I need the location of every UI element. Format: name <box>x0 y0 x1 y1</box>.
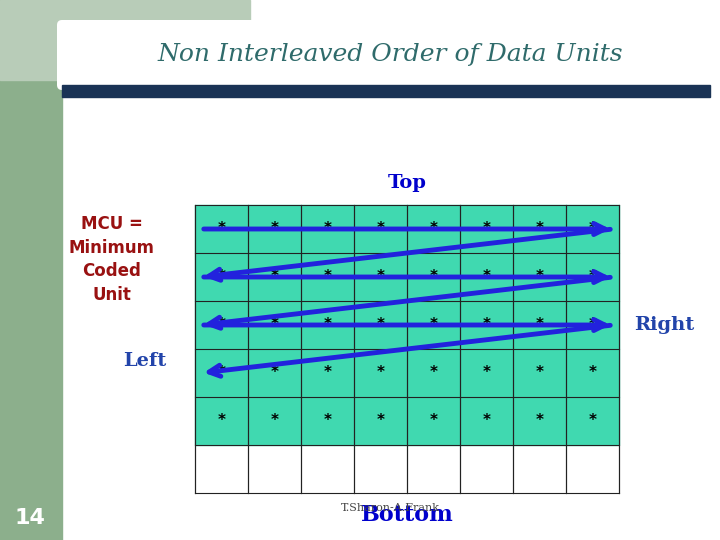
Text: *: * <box>482 366 490 381</box>
Text: *: * <box>323 318 331 333</box>
Text: *: * <box>536 414 544 429</box>
Bar <box>0 0 62 540</box>
Text: *: * <box>217 366 225 381</box>
Text: *: * <box>271 318 279 333</box>
Text: *: * <box>217 318 225 333</box>
Text: *: * <box>536 221 544 237</box>
Text: *: * <box>588 366 596 381</box>
Text: *: * <box>377 318 384 333</box>
Text: *: * <box>271 269 279 285</box>
Text: *: * <box>377 414 384 429</box>
Text: T.Sharon-A.Frank: T.Sharon-A.Frank <box>341 503 439 513</box>
FancyBboxPatch shape <box>57 20 715 90</box>
Bar <box>195 205 619 445</box>
Text: *: * <box>377 269 384 285</box>
Text: MCU =
Minimum
Coded
Unit: MCU = Minimum Coded Unit <box>69 215 155 304</box>
Text: *: * <box>588 414 596 429</box>
Text: *: * <box>430 269 438 285</box>
Text: Left: Left <box>123 352 166 370</box>
Text: *: * <box>217 414 225 429</box>
Text: 14: 14 <box>14 508 45 528</box>
Bar <box>0 0 250 80</box>
Text: *: * <box>482 221 490 237</box>
Text: *: * <box>536 366 544 381</box>
Text: *: * <box>323 414 331 429</box>
Text: *: * <box>377 366 384 381</box>
Bar <box>62 85 710 97</box>
Text: Bottom: Bottom <box>361 504 454 526</box>
Text: *: * <box>271 414 279 429</box>
Text: *: * <box>271 366 279 381</box>
Text: *: * <box>377 221 384 237</box>
Text: *: * <box>588 269 596 285</box>
Text: *: * <box>536 318 544 333</box>
Text: *: * <box>323 366 331 381</box>
Text: Top: Top <box>387 174 426 192</box>
Text: *: * <box>588 318 596 333</box>
Text: *: * <box>482 318 490 333</box>
Text: *: * <box>217 269 225 285</box>
Text: *: * <box>588 221 596 237</box>
Text: *: * <box>482 414 490 429</box>
Text: *: * <box>323 269 331 285</box>
Text: *: * <box>323 221 331 237</box>
Text: Right: Right <box>634 316 694 334</box>
Text: *: * <box>430 318 438 333</box>
Text: *: * <box>430 414 438 429</box>
Text: Non Interleaved Order of Data Units: Non Interleaved Order of Data Units <box>157 44 623 66</box>
Text: *: * <box>482 269 490 285</box>
Text: *: * <box>536 269 544 285</box>
Text: *: * <box>430 366 438 381</box>
Text: *: * <box>430 221 438 237</box>
Text: *: * <box>271 221 279 237</box>
Text: *: * <box>217 221 225 237</box>
